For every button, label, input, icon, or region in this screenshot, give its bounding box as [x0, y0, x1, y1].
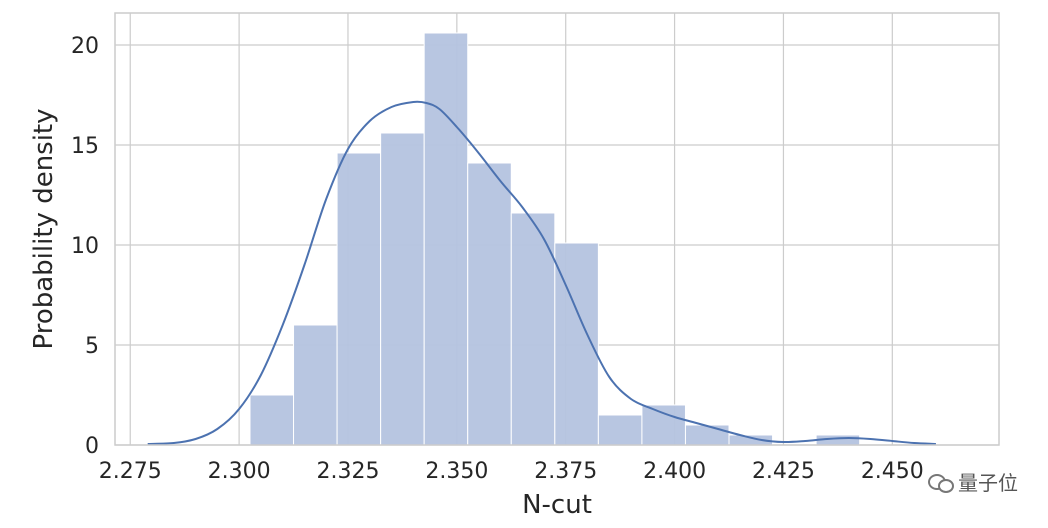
x-axis-title: N-cut: [522, 490, 592, 520]
x-tick-label-6: 2.425: [752, 459, 815, 484]
histogram-bar-6: [510, 212, 556, 446]
y-tick-label-1: 5: [85, 334, 99, 359]
histogram-bar-8: [597, 414, 643, 446]
y-tick-label-3: 15: [71, 134, 99, 159]
watermark-text: 量子位: [958, 471, 1018, 495]
y-tick-label-2: 10: [71, 234, 99, 259]
x-tick-label-5: 2.400: [643, 459, 706, 484]
x-tick-labels: 2.275 2.300 2.325 2.350 2.375 2.400 2.425 2.450: [99, 459, 924, 484]
histogram-bar-2: [336, 152, 382, 446]
y-tick-label-4: 20: [71, 34, 99, 59]
x-tick-label-4: 2.375: [534, 459, 597, 484]
y-tick-labels: 0 5 10 15 20: [71, 34, 99, 459]
x-tick-label-7: 2.450: [861, 459, 924, 484]
histogram-bar-1: [293, 324, 338, 446]
plot-frame: [114, 12, 1000, 446]
histogram-bar-10: [684, 424, 730, 446]
histogram-bar-3: [380, 132, 425, 446]
x-tick-label-1: 2.300: [208, 459, 271, 484]
histogram-bar-5: [467, 162, 512, 446]
kde-curve: [147, 100, 936, 445]
x-tick-label-2: 2.325: [316, 459, 379, 484]
y-tick-label-0: 0: [85, 434, 99, 459]
x-tick-label-3: 2.350: [425, 459, 488, 484]
histogram-bars: [249, 32, 861, 446]
watermark: 量子位: [928, 467, 1018, 496]
y-axis-title: Probability density: [29, 108, 59, 349]
histogram-bar-0: [249, 394, 295, 446]
histogram-bar-9: [641, 404, 686, 446]
wechat-icon: [928, 472, 954, 493]
x-tick-label-0: 2.275: [99, 459, 162, 484]
histogram-bar-4: [423, 32, 469, 446]
